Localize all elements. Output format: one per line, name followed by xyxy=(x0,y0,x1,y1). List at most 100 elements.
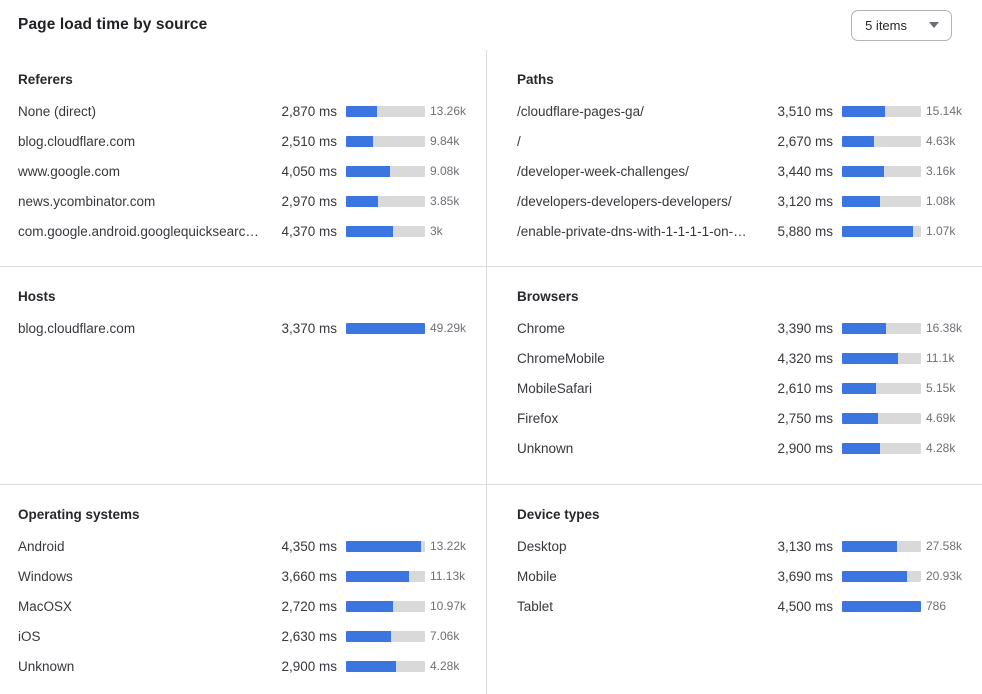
panels-grid: Referers None (direct) 2,870 ms 13.26k blog… xyxy=(0,50,982,694)
row-count: 13.26k xyxy=(430,104,467,118)
row-ms-value: 2,870 ms xyxy=(281,103,337,119)
row-ms-value: 2,630 ms xyxy=(281,628,337,644)
row-count: 1.08k xyxy=(926,194,956,208)
row-count: 16.38k xyxy=(926,321,963,335)
row-ms-value: 5,880 ms xyxy=(777,223,833,239)
table-row[interactable]: com.google.android.googlequicksearc… 4,37… xyxy=(18,216,478,246)
row-label: /enable-private-dns-with-1-1-1-1-on-… xyxy=(517,223,747,239)
table-row[interactable]: /developers-developers-developers/3,120 … xyxy=(517,186,974,216)
row-bar-track xyxy=(346,630,425,642)
panel-title: Browsers xyxy=(517,289,579,304)
row-bar-track xyxy=(346,600,425,612)
row-bar-fill xyxy=(842,412,878,424)
row-label: news.ycombinator.com xyxy=(18,193,156,209)
panel-rows: blog.cloudflare.com 3,370 ms 49.29k xyxy=(18,313,478,343)
table-row[interactable]: Android 4,350 ms 13.22k xyxy=(18,531,478,561)
table-row[interactable]: None (direct) 2,870 ms 13.26k xyxy=(18,96,478,126)
row-bar-track xyxy=(842,352,921,364)
table-row[interactable]: blog.cloudflare.com 2,510 ms 9.84k xyxy=(18,126,478,156)
row-bar-fill xyxy=(346,630,392,642)
row-label: blog.cloudflare.com xyxy=(18,320,136,336)
table-row[interactable]: news.ycombinator.com 2,970 ms 3.85k xyxy=(18,186,478,216)
row-bar-track xyxy=(842,540,921,552)
panel-title: Device types xyxy=(517,507,600,522)
row-count: 49.29k xyxy=(430,321,467,335)
items-count-value: 5 items xyxy=(865,17,907,33)
row-label: MobileSafari xyxy=(517,380,593,396)
table-row[interactable]: /enable-private-dns-with-1-1-1-1-on-… 5,8… xyxy=(517,216,974,246)
table-row[interactable]: www.google.com 4,050 ms 9.08k xyxy=(18,156,478,186)
items-count-select[interactable]: 5 items xyxy=(851,9,952,41)
row-count: 11.13k xyxy=(430,569,466,583)
row-bar-track xyxy=(346,105,425,117)
row-ms-value: 2,670 ms xyxy=(777,133,833,149)
panel-operating-systems: Operating systems Android 4,350 ms 13.22k W… xyxy=(0,484,486,694)
row-bar-track xyxy=(346,540,425,552)
panel-paths: Paths /cloudflare-pages-ga/3,510 ms 15.14… xyxy=(486,50,982,266)
row-ms-value: 3,440 ms xyxy=(777,163,833,179)
row-count: 11.1k xyxy=(926,351,955,365)
row-bar-fill xyxy=(346,322,425,334)
row-label: Android xyxy=(18,538,65,554)
row-label: iOS xyxy=(18,628,41,644)
row-bar-track xyxy=(842,195,921,207)
row-ms-value: 3,130 ms xyxy=(777,538,833,554)
table-row[interactable]: MacOSX 2,720 ms 10.97k xyxy=(18,591,478,621)
table-row[interactable]: blog.cloudflare.com 3,370 ms 49.29k xyxy=(18,313,478,343)
panel-rows: /cloudflare-pages-ga/3,510 ms 15.14k / 2,67… xyxy=(517,96,974,246)
row-bar-track xyxy=(346,165,425,177)
panel-referers: Referers None (direct) 2,870 ms 13.26k blog… xyxy=(0,50,486,266)
table-row[interactable]: / 2,670 ms 4.63k xyxy=(517,126,974,156)
row-label: /developer-week-challenges/ xyxy=(517,163,689,179)
table-row[interactable]: Unknown 2,900 ms 4.28k xyxy=(18,651,478,681)
row-ms-value: 2,510 ms xyxy=(281,133,337,149)
row-ms-value: 2,720 ms xyxy=(281,598,337,614)
table-row[interactable]: iOS 2,630 ms 7.06k xyxy=(18,621,478,651)
row-bar-fill xyxy=(842,165,884,177)
row-label: com.google.android.googlequicksearc… xyxy=(18,223,259,239)
table-row[interactable]: Desktop 3,130 ms 27.58k xyxy=(517,531,974,561)
row-count: 27.58k xyxy=(926,539,963,553)
row-count: 5.15k xyxy=(926,381,956,395)
row-bar-fill xyxy=(842,570,907,582)
row-label: Mobile xyxy=(517,568,557,584)
row-bar-fill xyxy=(346,540,421,552)
table-row[interactable]: /developer-week-challenges/3,440 ms 3.16k xyxy=(517,156,974,186)
row-bar-fill xyxy=(842,105,885,117)
row-ms-value: 3,120 ms xyxy=(777,193,833,209)
page-title: Page load time by source xyxy=(18,16,208,33)
row-count: 4.28k xyxy=(926,441,956,455)
row-bar-fill xyxy=(842,352,898,364)
panel-title: Hosts xyxy=(18,289,56,304)
row-count: 15.14k xyxy=(926,104,963,118)
row-bar-track xyxy=(346,322,425,334)
table-row[interactable]: Unknown 2,900 ms 4.28k xyxy=(517,433,974,463)
table-row[interactable]: /cloudflare-pages-ga/3,510 ms 15.14k xyxy=(517,96,974,126)
panel-hosts: Hosts blog.cloudflare.com 3,370 ms 49.29k xyxy=(0,266,486,484)
table-row[interactable]: Mobile 3,690 ms 20.93k xyxy=(517,561,974,591)
row-label: ChromeMobile xyxy=(517,350,605,366)
row-ms-value: 2,970 ms xyxy=(281,193,337,209)
panel-rows: Desktop 3,130 ms 27.58k Mobile 3,690 ms 20.93… xyxy=(517,531,974,621)
panel-title: Paths xyxy=(517,72,554,87)
table-row[interactable]: Chrome 3,390 ms 16.38k xyxy=(517,313,974,343)
panel-rows: Chrome 3,390 ms 16.38k ChromeMobile 4,320 ms… xyxy=(517,313,974,463)
row-count: 3.85k xyxy=(430,194,460,208)
row-count: 4.63k xyxy=(926,134,956,148)
row-bar-fill xyxy=(346,225,394,237)
row-bar-track xyxy=(346,570,425,582)
row-bar-track xyxy=(842,600,921,612)
row-count: 3k xyxy=(430,224,443,238)
panel-title: Referers xyxy=(18,72,73,87)
table-row[interactable]: ChromeMobile 4,320 ms 11.1k xyxy=(517,343,974,373)
table-row[interactable]: MobileSafari 2,610 ms 5.15k xyxy=(517,373,974,403)
row-bar-track xyxy=(842,412,921,424)
row-label: blog.cloudflare.com xyxy=(18,133,136,149)
table-row[interactable]: Windows 3,660 ms 11.13k xyxy=(18,561,478,591)
table-row[interactable]: Firefox 2,750 ms 4.69k xyxy=(517,403,974,433)
row-bar-fill xyxy=(346,570,409,582)
table-row[interactable]: Tablet 4,500 ms 786 xyxy=(517,591,974,621)
row-bar-fill xyxy=(842,442,880,454)
panel-rows: None (direct) 2,870 ms 13.26k blog.cloudfla… xyxy=(18,96,478,246)
